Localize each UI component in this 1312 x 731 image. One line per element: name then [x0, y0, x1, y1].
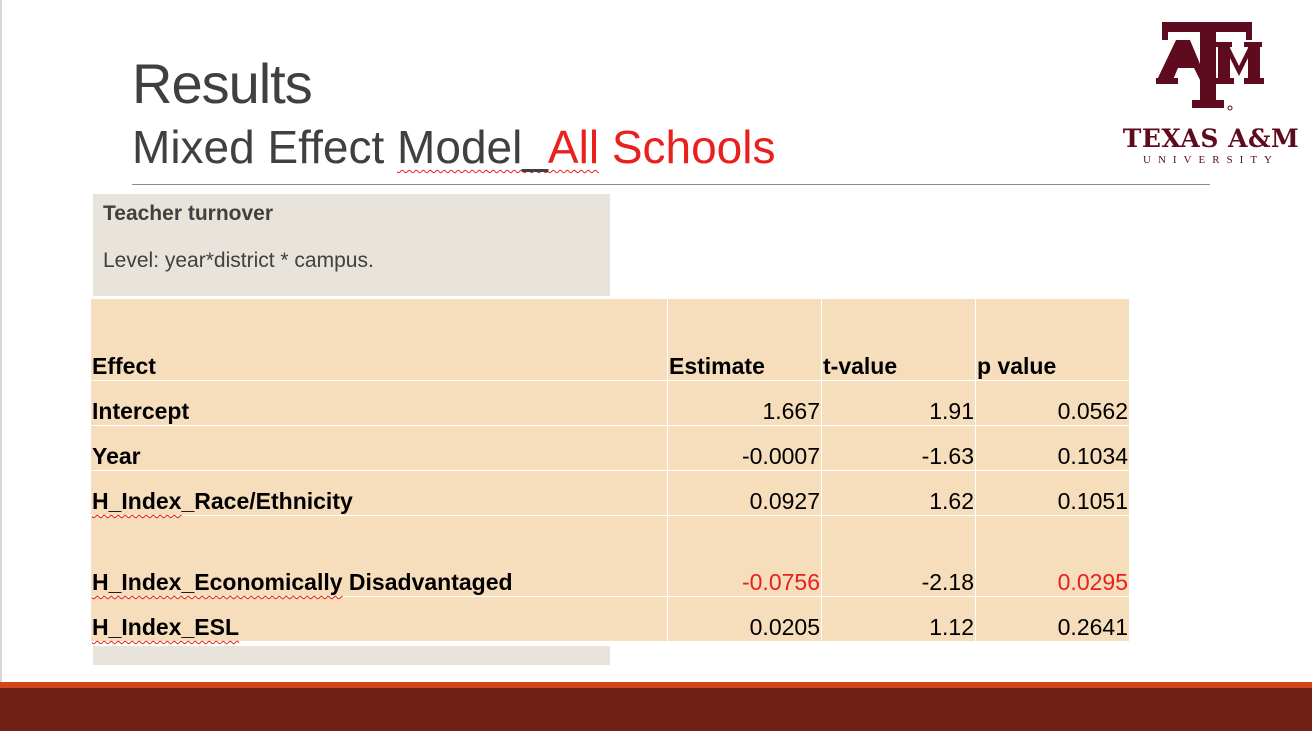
- results-table: Effect Estimate t-value p value Intercep…: [90, 298, 1130, 642]
- university-logo: TEXAS A&M UNIVERSITY: [1118, 18, 1304, 168]
- estimate-cell: 0.0927: [667, 470, 822, 516]
- info-box-bottom-strip: [93, 646, 610, 665]
- estimate-cell: -0.0007: [667, 425, 822, 471]
- subtitle-part-2: Model_: [397, 121, 548, 173]
- table-row: H_Index_Economically Disadvantaged -0.07…: [90, 515, 1130, 597]
- effect-name-underlined: H_Index_Economically: [92, 569, 343, 595]
- t-value-cell: 1.91: [821, 380, 976, 426]
- table-row: Intercept 1.667 1.91 0.0562: [90, 380, 1130, 426]
- slide-subtitle: Mixed Effect Model_All Schools: [132, 118, 775, 176]
- effect-cell: H_Index_Race/Ethnicity: [90, 470, 668, 516]
- footer-band: [0, 688, 1312, 731]
- subtitle-part-1: Mixed Effect: [132, 121, 398, 173]
- estimate-cell: 0.0205: [667, 596, 822, 642]
- subtitle-part-4: Schools: [599, 121, 776, 173]
- table-row: H_Index_Race/Ethnicity 0.0927 1.62 0.105…: [90, 470, 1130, 516]
- p-value-cell-significant: 0.0295: [975, 515, 1130, 597]
- p-value-cell: 0.1051: [975, 470, 1130, 516]
- table-row: H_Index_ESL 0.0205 1.12 0.2641: [90, 596, 1130, 642]
- logo-university: UNIVERSITY: [1143, 154, 1279, 166]
- estimate-cell-significant: -0.0756: [667, 515, 822, 597]
- t-value-cell: 1.62: [821, 470, 976, 516]
- effect-name-rest: _Race/Ethnicity: [181, 488, 353, 514]
- slide-title: Results: [132, 52, 313, 115]
- subtitle-part-3: All: [547, 121, 600, 173]
- slide-left-edge: [0, 0, 2, 682]
- effect-name-underlined: H_Index: [92, 488, 182, 514]
- t-value-cell: 1.12: [821, 596, 976, 642]
- footer-accent-stripe: [0, 682, 1312, 688]
- estimate-cell: 1.667: [667, 380, 822, 426]
- p-value-cell: 0.1034: [975, 425, 1130, 471]
- table-header-row: Effect Estimate t-value p value: [90, 298, 1130, 381]
- header-estimate: Estimate: [667, 298, 822, 381]
- logo-name: TEXAS A&M: [1122, 124, 1300, 153]
- model-info-box: Teacher turnover Level: year*district * …: [93, 194, 610, 296]
- title-divider: [132, 184, 1210, 185]
- p-value-cell: 0.2641: [975, 596, 1130, 642]
- header-effect: Effect: [90, 298, 668, 381]
- table-row: Year -0.0007 -1.63 0.1034: [90, 425, 1130, 471]
- p-value-cell: 0.0562: [975, 380, 1130, 426]
- effect-cell: H_Index_ESL: [90, 596, 668, 642]
- info-level: Level: year*district * campus.: [103, 249, 374, 272]
- header-p-value: p value: [975, 298, 1130, 381]
- t-value-cell: -2.18: [821, 515, 976, 597]
- info-heading: Teacher turnover: [103, 202, 273, 225]
- effect-name-rest: Disadvantaged: [342, 569, 513, 595]
- atm-monogram-icon: [1156, 22, 1264, 111]
- effect-cell: Year: [90, 425, 668, 471]
- effect-cell: Intercept: [90, 380, 668, 426]
- header-t-value: t-value: [821, 298, 976, 381]
- t-value-cell: -1.63: [821, 425, 976, 471]
- effect-cell: H_Index_Economically Disadvantaged: [90, 515, 668, 597]
- effect-name-underlined: H_Index_ESL: [92, 614, 239, 640]
